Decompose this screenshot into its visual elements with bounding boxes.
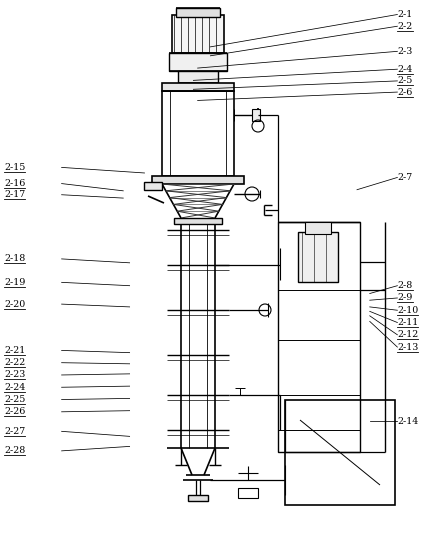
- Text: 2-23: 2-23: [4, 371, 26, 379]
- Text: 2-1: 2-1: [397, 10, 413, 19]
- Text: 2-7: 2-7: [397, 173, 413, 182]
- Text: 2-27: 2-27: [4, 427, 26, 436]
- Bar: [285, 400, 395, 505]
- Text: 2-16: 2-16: [4, 179, 26, 188]
- Bar: [176, 8, 220, 17]
- Text: 2-3: 2-3: [397, 47, 413, 56]
- Bar: [238, 488, 258, 498]
- Bar: [152, 176, 244, 184]
- Bar: [252, 109, 260, 121]
- Text: 2-26: 2-26: [4, 407, 26, 416]
- Bar: [169, 53, 227, 71]
- Bar: [144, 182, 162, 190]
- Bar: [278, 222, 360, 452]
- Text: 2-24: 2-24: [4, 383, 26, 392]
- Text: 2-6: 2-6: [397, 88, 413, 97]
- Text: 2-20: 2-20: [4, 300, 26, 309]
- Bar: [172, 15, 224, 53]
- Text: 2-2: 2-2: [397, 22, 413, 31]
- Text: 2-10: 2-10: [397, 306, 419, 315]
- Text: 2-25: 2-25: [4, 395, 26, 404]
- Bar: [174, 218, 222, 224]
- Bar: [178, 71, 218, 83]
- Text: 2-11: 2-11: [397, 318, 419, 327]
- Text: 2-5: 2-5: [397, 76, 413, 85]
- Bar: [188, 495, 208, 501]
- Text: 2-28: 2-28: [4, 446, 26, 455]
- Text: 2-18: 2-18: [4, 254, 26, 263]
- Text: 2-14: 2-14: [397, 417, 419, 426]
- Text: 2-8: 2-8: [397, 281, 413, 290]
- Bar: [298, 232, 338, 282]
- Bar: [305, 222, 331, 234]
- Text: 2-12: 2-12: [397, 330, 419, 339]
- Text: 2-22: 2-22: [4, 358, 26, 367]
- Text: 2-15: 2-15: [4, 163, 26, 172]
- Text: 2-19: 2-19: [4, 278, 26, 287]
- Text: 2-17: 2-17: [4, 190, 26, 199]
- Bar: [162, 83, 234, 91]
- Bar: [162, 91, 234, 176]
- Text: 2-4: 2-4: [397, 65, 413, 74]
- Text: 2-21: 2-21: [4, 346, 26, 355]
- Text: 2-13: 2-13: [397, 343, 419, 352]
- Text: 2-9: 2-9: [397, 294, 413, 302]
